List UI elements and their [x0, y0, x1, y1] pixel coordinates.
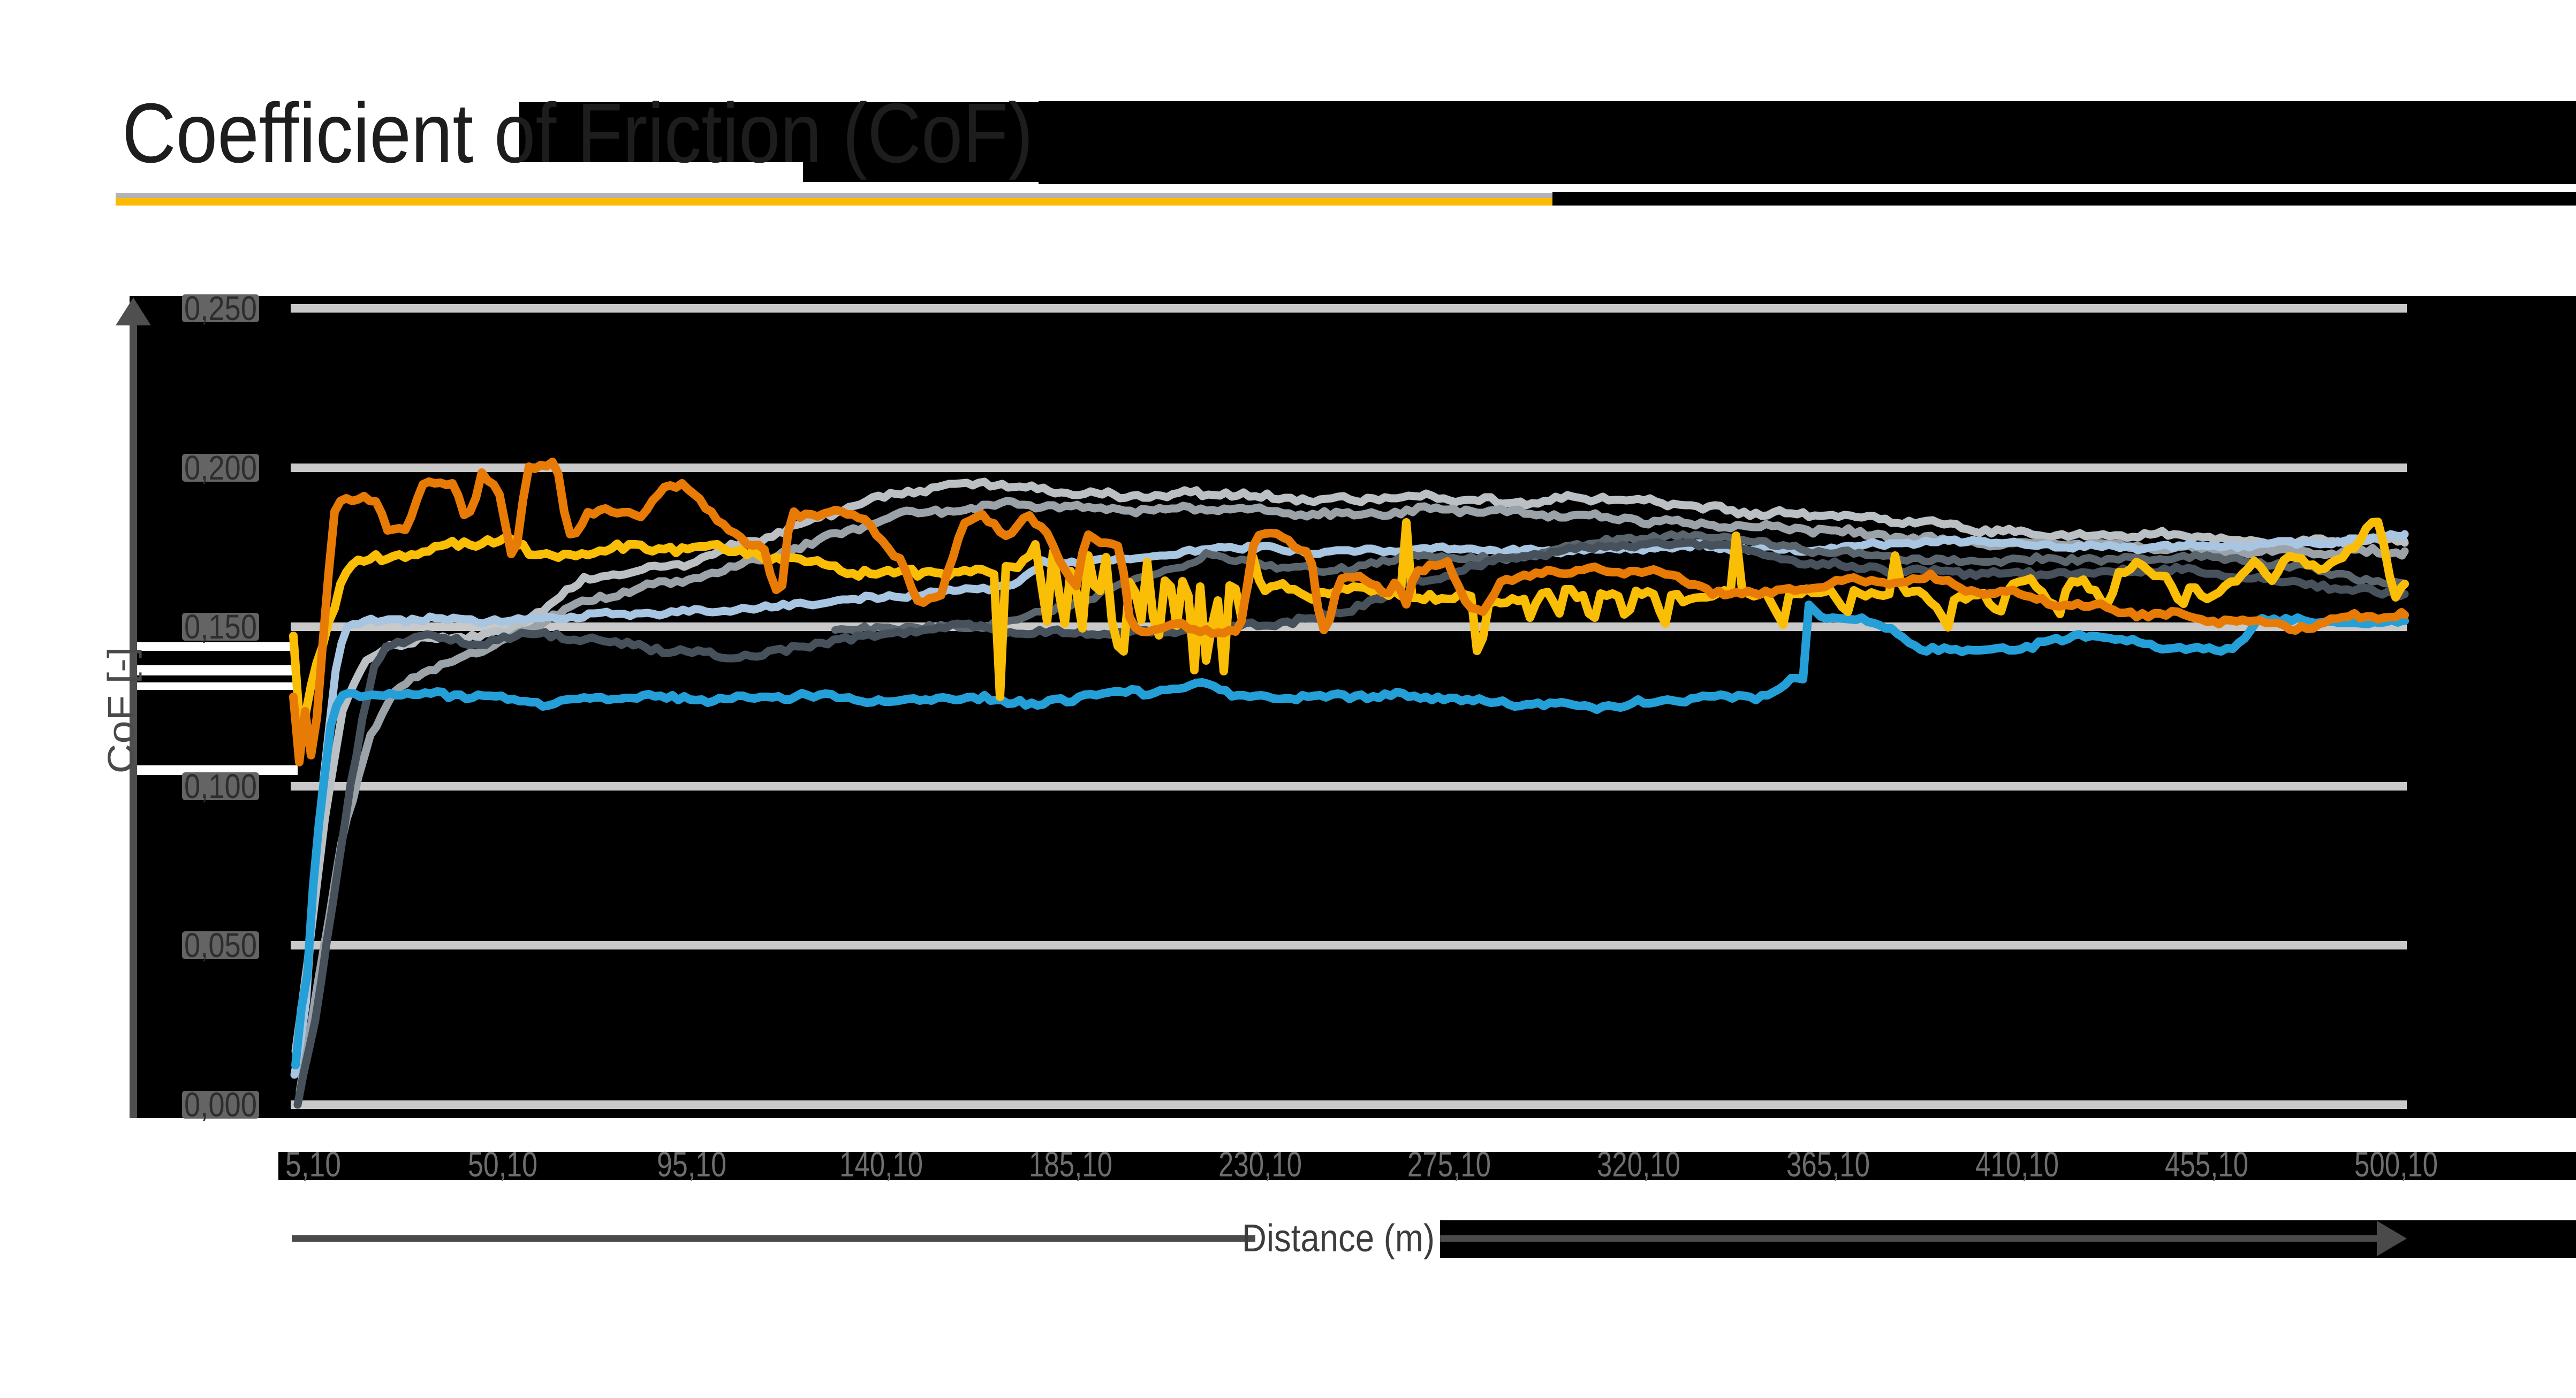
svg-text:455,10: 455,10 [2165, 1144, 2248, 1184]
svg-text:Distance (m): Distance (m) [1242, 1217, 1435, 1260]
svg-text:0,100: 0,100 [184, 767, 257, 806]
svg-text:0,200: 0,200 [184, 449, 257, 487]
svg-text:Coefficient of Friction (CoF): Coefficient of Friction (CoF) [122, 86, 1033, 180]
svg-text:230,10: 230,10 [1218, 1144, 1302, 1184]
svg-text:365,10: 365,10 [1786, 1144, 1870, 1184]
svg-text:50,10: 50,10 [468, 1144, 537, 1184]
svg-text:140,10: 140,10 [839, 1144, 923, 1184]
svg-text:0,150: 0,150 [184, 607, 257, 646]
svg-text:320,10: 320,10 [1597, 1144, 1680, 1184]
svg-text:95,10: 95,10 [657, 1144, 726, 1184]
svg-text:5,10: 5,10 [285, 1144, 341, 1184]
svg-text:0,050: 0,050 [184, 926, 257, 964]
svg-text:500,10: 500,10 [2354, 1144, 2438, 1184]
svg-text:0,000: 0,000 [184, 1085, 257, 1124]
svg-text:0,250: 0,250 [184, 289, 257, 328]
svg-text:185,10: 185,10 [1029, 1144, 1112, 1184]
svg-text:CoF [-]: CoF [-] [100, 647, 142, 774]
svg-text:275,10: 275,10 [1407, 1144, 1491, 1184]
svg-text:410,10: 410,10 [1975, 1144, 2059, 1184]
